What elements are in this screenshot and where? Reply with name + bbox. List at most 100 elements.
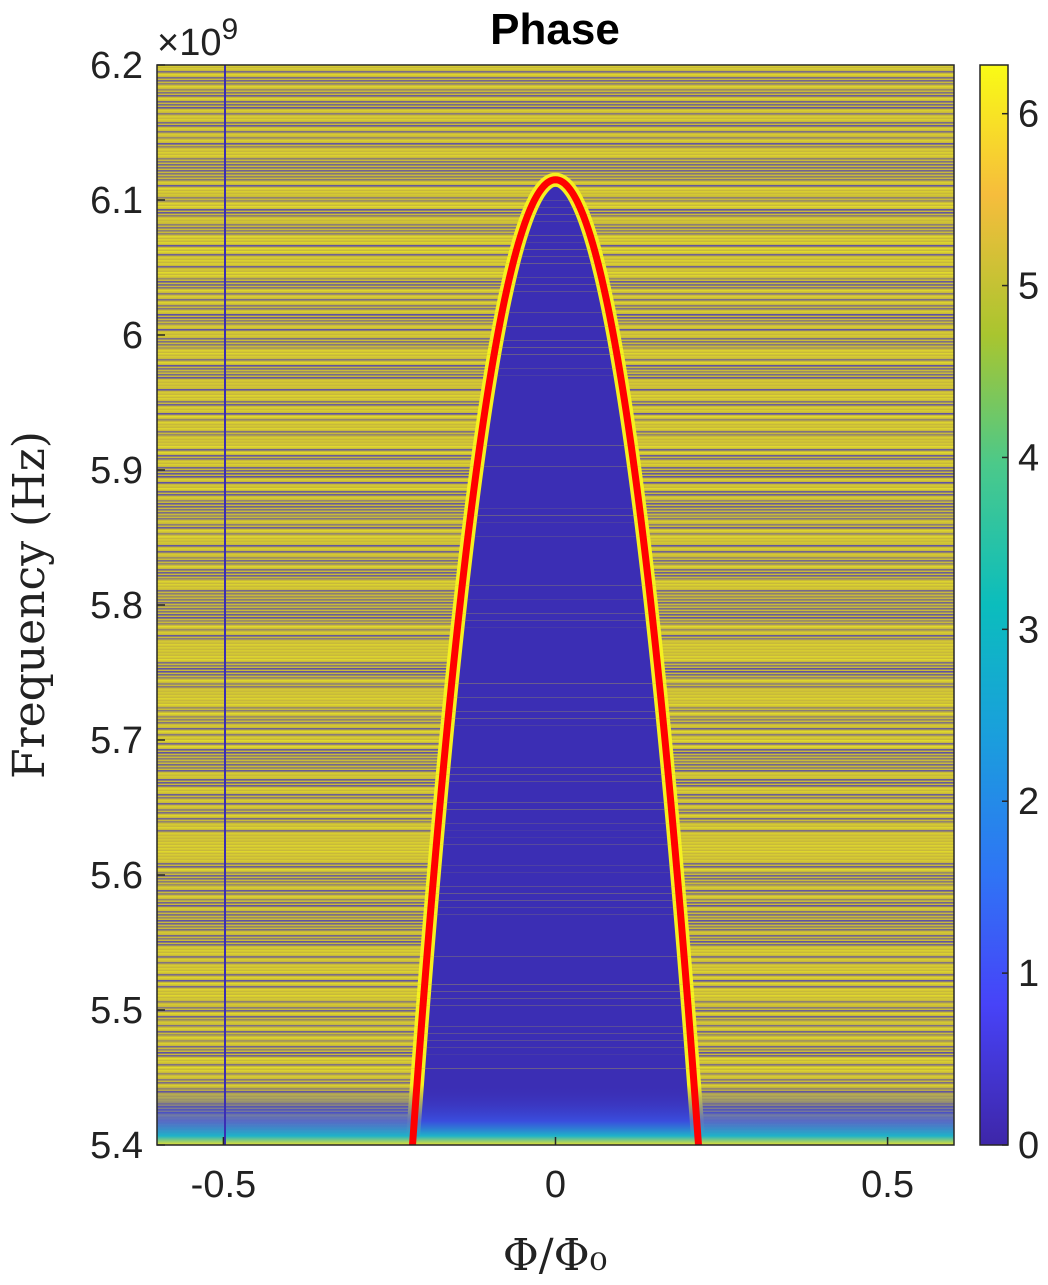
dome-speckle-streak xyxy=(157,263,954,264)
x-tick-label: -0.5 xyxy=(191,1164,256,1206)
y-tick-label: 5.6 xyxy=(90,855,143,897)
noise-streak xyxy=(157,119,954,121)
x-axis: -0.5 0 0.5 xyxy=(191,1137,914,1206)
dome-speckle-streak xyxy=(157,991,954,992)
dome-speckle-streak xyxy=(157,466,954,467)
noise-streak xyxy=(157,131,954,133)
noise-streak xyxy=(157,86,954,88)
noise-streak xyxy=(157,89,954,91)
noise-streak xyxy=(157,140,954,142)
colorbar-tick-label: 4 xyxy=(1018,437,1039,479)
dome-speckle-streak xyxy=(157,347,954,348)
dome-speckle-streak xyxy=(157,865,954,866)
dome-speckle-streak xyxy=(157,802,954,803)
noise-streak xyxy=(157,134,954,136)
noise-streak xyxy=(157,158,954,160)
dome-speckle-streak xyxy=(157,914,954,915)
noise-streak xyxy=(157,104,954,106)
dome-speckle-streak xyxy=(157,445,954,446)
dome-speckle-streak xyxy=(157,907,954,908)
dome-speckle-streak xyxy=(157,375,954,376)
y-axis: 5.4 5.5 5.6 5.7 5.8 5.9 6 6.1 6.2 xyxy=(90,45,165,1167)
noise-streak xyxy=(157,95,954,97)
dome-speckle-streak xyxy=(157,613,954,614)
colorbar-tick-label: 5 xyxy=(1018,266,1039,308)
dome-speckle-streak xyxy=(157,872,954,873)
dome-speckle-streak xyxy=(157,984,954,985)
noise-streak xyxy=(157,65,954,67)
noise-streak xyxy=(157,113,954,115)
fit-curve-line xyxy=(408,176,703,1145)
dome-speckle-streak xyxy=(157,508,954,509)
heatmap-area xyxy=(157,65,954,1145)
noise-streak xyxy=(157,68,954,70)
x-tick-label: 0 xyxy=(545,1164,566,1206)
dome-speckle-streak xyxy=(157,200,954,201)
noise-streak xyxy=(157,161,954,163)
y-tick-label: 6 xyxy=(122,315,143,357)
dome-speckle-streak xyxy=(157,844,954,845)
noise-streak xyxy=(157,71,954,73)
dome-speckle-streak xyxy=(157,900,954,901)
dome-speckle-streak xyxy=(157,291,954,292)
dome-speckle-streak xyxy=(157,340,954,341)
dome-speckle-streak xyxy=(157,1054,954,1055)
dome-speckle-streak xyxy=(157,725,954,726)
dome-speckle-streak xyxy=(157,837,954,838)
dome-speckle-streak xyxy=(157,221,954,222)
y-exponent-label: ×109 xyxy=(157,13,238,64)
y-tick-label: 6.2 xyxy=(90,45,143,87)
dome-speckle-streak xyxy=(157,522,954,523)
dome-speckle-streak xyxy=(157,326,954,327)
dome-speckle-streak xyxy=(157,823,954,824)
noise-streak xyxy=(157,74,954,76)
dome-speckle-streak xyxy=(157,1040,954,1041)
noise-streak xyxy=(157,152,954,154)
dome-speckle-streak xyxy=(157,627,954,628)
colorbar-tick-label: 2 xyxy=(1018,781,1039,823)
dome-speckle-streak xyxy=(157,1026,954,1027)
noise-streak xyxy=(157,143,954,145)
colorbar-tick-label: 6 xyxy=(1018,94,1039,136)
noise-streak xyxy=(157,128,954,130)
noise-streak xyxy=(157,92,954,94)
noise-streak xyxy=(157,170,954,172)
dome-speckle-streak xyxy=(157,830,954,831)
noise-streak xyxy=(157,149,954,151)
y-tick-label: 6.1 xyxy=(90,180,143,222)
chart-title: Phase xyxy=(490,5,620,54)
dome-speckle-streak xyxy=(157,242,954,243)
noise-streak xyxy=(157,83,954,85)
dome-speckle-streak xyxy=(157,256,954,257)
dome-speckle-streak xyxy=(157,711,954,712)
noise-streak xyxy=(157,101,954,103)
dome-speckle-streak xyxy=(157,207,954,208)
dome-speckle-streak xyxy=(157,886,954,887)
x-axis-label: Φ/Φ₀ xyxy=(503,1230,608,1281)
dome-speckle-streak xyxy=(157,354,954,355)
noise-streak xyxy=(157,77,954,79)
dome-speckle-streak xyxy=(157,1047,954,1048)
colorbar-gradient xyxy=(979,64,1009,1146)
y-tick-label: 5.5 xyxy=(90,990,143,1032)
dome-speckle-streak xyxy=(157,1033,954,1034)
dome-speckle-streak xyxy=(157,956,954,957)
dome-speckle-streak xyxy=(157,515,954,516)
y-axis-label: Frequency (Hz) xyxy=(4,431,55,779)
dome-speckle-streak xyxy=(157,774,954,775)
dome-speckle-streak xyxy=(157,893,954,894)
dome-speckle-streak xyxy=(157,312,954,313)
dome-speckle-streak xyxy=(157,1005,954,1006)
dome-speckle-streak xyxy=(157,277,954,278)
dome-speckle-streak xyxy=(157,368,954,369)
y-tick-label: 5.7 xyxy=(90,720,143,762)
dome-speckle-streak xyxy=(157,697,954,698)
noise-streak xyxy=(157,107,954,109)
dome-speckle-streak xyxy=(157,767,954,768)
noise-streak xyxy=(157,98,954,100)
noise-streak xyxy=(157,146,954,148)
y-tick-label: 5.9 xyxy=(90,450,143,492)
dome-speckle-streak xyxy=(157,536,954,537)
dome-speckle-streak xyxy=(157,214,954,215)
